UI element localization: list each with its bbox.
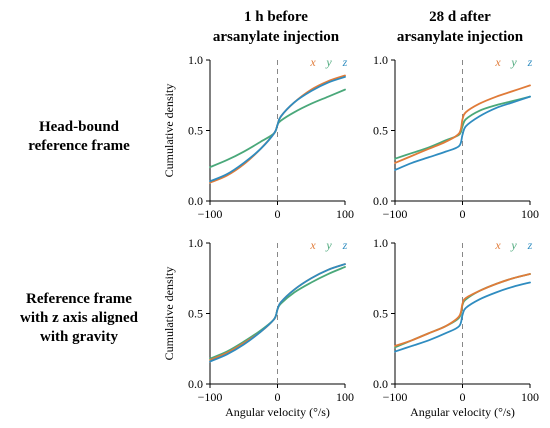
panel-4-legend-y: y	[510, 238, 517, 252]
panel-4-ytick-label: 1.0	[373, 236, 388, 250]
row-title-2-line-1: Reference frame	[26, 291, 132, 307]
panel-1-series-z	[209, 76, 346, 183]
panel-3-xtick-label: 100	[336, 390, 354, 404]
panel-3-xtick-label: 0	[275, 390, 281, 404]
panel-2-legend-x: x	[494, 55, 501, 69]
panel-1-legend-x: x	[309, 55, 316, 69]
panel-3-xlabel: Angular velocity (°/s)	[225, 405, 330, 419]
panel-2-ytick-label: 1.0	[373, 53, 388, 67]
panel-4-series-z	[394, 281, 531, 353]
col-title-1-line-2: arsanylate injection	[213, 29, 340, 45]
col-title-1-line-1: 1 h before	[244, 9, 308, 25]
panel-2-legend-y: y	[510, 55, 517, 69]
panel-1-ytick-label: 1.0	[188, 53, 203, 67]
panel-4-xtick-label: −100	[383, 390, 408, 404]
panel-2-xtick-label: 100	[521, 207, 539, 221]
panel-4: 0.0 0.5 1.0 −100 0 100 x y z Angular velocity (°/…	[373, 236, 539, 419]
panel-2-xtick-label: 0	[460, 207, 466, 221]
panel-1-ytick-label: 0.5	[188, 124, 203, 138]
col-title-2-line-1: 28 d after	[429, 9, 491, 25]
panel-1-xtick-label: 100	[336, 207, 354, 221]
panel-1-ylabel: Cumulative density	[162, 84, 176, 178]
panel-4-ytick-label: 0.5	[373, 307, 388, 321]
panel-2-series-x	[394, 84, 531, 164]
panel-1-ytick-label: 0.0	[188, 194, 203, 208]
panel-3-ylabel: Cumulative density	[162, 267, 176, 361]
panel-3-legend-z: z	[342, 238, 348, 252]
col-title-2-line-2: arsanylate injection	[397, 29, 524, 45]
panel-4-xlabel: Angular velocity (°/s)	[410, 405, 515, 419]
panel-2: 0.0 0.5 1.0 −100 0 100 x y z	[373, 53, 539, 221]
panel-1-xtick-label: 0	[275, 207, 281, 221]
panel-4-xtick-label: 0	[460, 390, 466, 404]
panel-2-series-y	[394, 95, 531, 160]
panel-4-legend-z: z	[527, 238, 533, 252]
panel-3-legend-x: x	[309, 238, 316, 252]
panel-1-xtick-label: −100	[198, 207, 223, 221]
panel-2-series-z	[394, 95, 531, 171]
panel-3-xtick-label: −100	[198, 390, 223, 404]
panel-3-ytick-label: 0.5	[188, 307, 203, 321]
panel-3-series-z	[209, 263, 346, 363]
panel-3-legend-y: y	[325, 238, 332, 252]
panel-1-legend-y: y	[325, 55, 332, 69]
panel-3-ytick-label: 0.0	[188, 377, 203, 391]
panel-2-xtick-label: −100	[383, 207, 408, 221]
panel-1: 0.0 0.5 1.0 −100 0 100 x y z Cumulative density	[162, 53, 354, 221]
panel-4-xtick-label: 100	[521, 390, 539, 404]
row-title-1-line-2: reference frame	[28, 138, 130, 154]
row-title-2-line-3: with gravity	[40, 329, 118, 345]
panel-2-ytick-label: 0.5	[373, 124, 388, 138]
row-title-2-line-2: with z axis aligned	[20, 310, 139, 326]
panel-3: 0.0 0.5 1.0 −100 0 100 x y z Cumulative density An…	[162, 236, 354, 419]
panel-2-legend-z: z	[527, 55, 533, 69]
panel-4-legend-x: x	[494, 238, 501, 252]
panel-3-ytick-label: 1.0	[188, 236, 203, 250]
panel-4-series-x	[394, 273, 531, 347]
panel-1-legend-z: z	[342, 55, 348, 69]
panel-1-series-y	[209, 88, 346, 169]
panel-4-ytick-label: 0.0	[373, 377, 388, 391]
row-title-2-line-2-text: with z axis aligned	[20, 310, 139, 326]
panel-2-ytick-label: 0.0	[373, 194, 388, 208]
row-title-1-line-1: Head-bound	[39, 119, 120, 135]
